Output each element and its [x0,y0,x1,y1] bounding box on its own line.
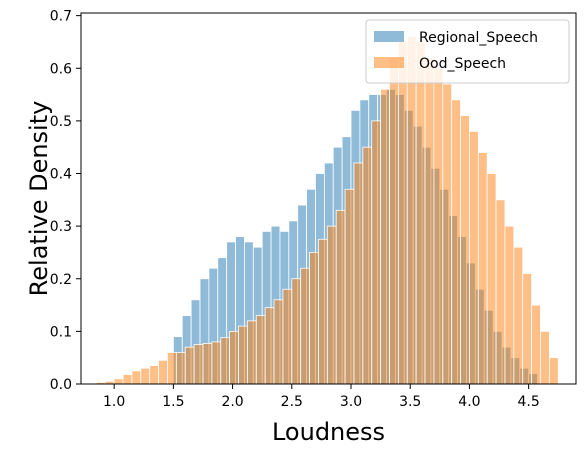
y-tick-label: 0.0 [50,377,72,393]
bar-ood-speech [486,173,497,385]
bar-ood-speech [371,120,382,385]
bar-ood-speech [433,67,444,385]
x-tick-label: 3.5 [399,394,421,410]
bar-ood-speech [264,307,275,385]
y-tick-label: 0.4 [50,167,72,183]
legend-swatch-regional-speech [374,31,404,42]
bar-ood-speech [504,225,515,385]
bars-layer [95,36,559,385]
bar-ood-speech [131,370,142,385]
x-tick-label: 1.0 [103,394,125,410]
y-tick-label: 0.3 [50,219,72,235]
bar-ood-speech [548,357,559,385]
y-tick-label: 0.7 [50,9,72,25]
bar-ood-speech [460,115,470,385]
bar-ood-speech [273,299,284,385]
bar-ood-speech [140,367,151,385]
bar-ood-speech [220,337,231,385]
bar-ood-speech [211,341,222,385]
bar-ood-speech [540,330,550,385]
y-tick-label: 0.6 [50,61,72,77]
bar-ood-speech [344,188,355,385]
bar-ood-speech [309,252,319,385]
bar-ood-speech [202,343,213,385]
x-tick-label: 2.5 [281,394,303,410]
bar-ood-speech [282,288,293,385]
bar-ood-speech [229,330,239,385]
bar-ood-speech [246,320,257,385]
y-axis: 0.0 0.1 0.2 0.3 0.4 0.5 0.6 0.7 [50,9,81,393]
legend-swatch-ood-speech [374,57,404,68]
bar-ood-speech [451,99,461,385]
bar-ood-speech [318,238,328,385]
bar-ood-speech [513,246,524,385]
plot-frame [80,12,577,385]
y-tick-label: 0.1 [50,324,72,340]
bar-ood-speech [184,346,195,385]
x-axis: 1.0 1.5 2.0 2.5 3.0 3.5 4.0 4.5 [103,384,540,410]
bar-ood-speech [255,315,266,385]
x-tick-label: 4.0 [458,394,480,410]
bar-ood-speech [113,378,124,385]
bar-ood-speech [175,352,186,385]
bar-ood-speech [495,199,506,385]
x-tick-label: 4.5 [517,394,539,410]
legend-label-regional-speech: Regional_Speech [419,30,538,46]
bar-ood-speech [469,131,479,385]
x-tick-label: 3.0 [340,394,362,410]
bar-ood-speech [415,41,426,385]
bar-ood-speech [335,209,346,385]
bar-ood-speech [167,352,177,385]
bar-ood-speech [353,162,364,385]
y-axis-label: Relative Density [25,101,53,297]
x-tick-label: 2.0 [221,394,243,410]
bar-ood-speech [389,57,399,385]
bar-ood-speech [238,325,248,385]
bar-ood-speech [406,36,417,385]
bar-ood-speech [193,344,204,385]
bar-ood-speech [158,359,168,385]
bar-ood-speech [424,57,435,385]
bar-ood-speech [397,41,408,385]
bar-ood-speech [149,365,159,385]
bar-ood-speech [300,267,310,385]
bar-ood-speech [326,225,337,385]
y-tick-label: 0.5 [50,114,72,130]
bar-ood-speech [380,88,390,385]
bar-ood-speech [442,83,453,385]
y-tick-label: 0.2 [50,272,72,288]
x-axis-label: Loudness [272,418,385,446]
bar-ood-speech [291,278,302,385]
bar-ood-speech [362,146,373,385]
legend-box [365,19,570,84]
legend: Regional_Speech Ood_Speech [365,19,570,84]
bar-ood-speech [122,374,133,385]
legend-label-ood-speech: Ood_Speech [419,56,506,72]
x-tick-label: 1.5 [162,394,184,410]
bar-ood-speech [477,152,488,385]
bar-ood-speech [522,273,532,385]
bar-ood-speech [531,304,541,385]
